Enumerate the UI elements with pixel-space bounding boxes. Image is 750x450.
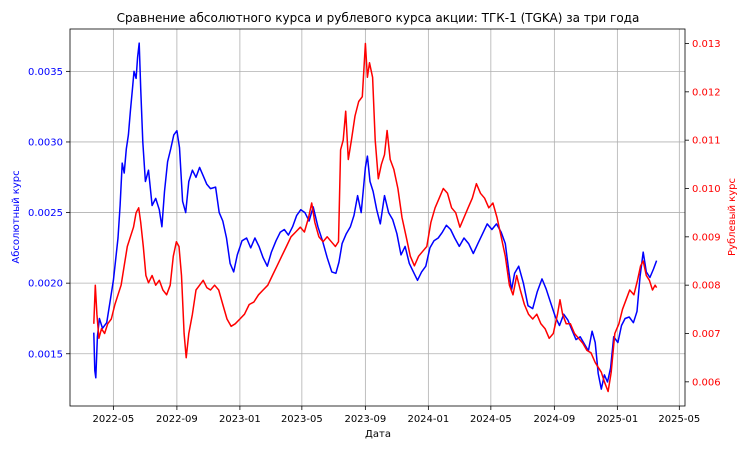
right-y-tick-label: 0.012 [692, 87, 721, 98]
left-y-tick-label: 0.0025 [28, 208, 63, 219]
series-layer [93, 42, 658, 393]
right-y-tick-label: 0.009 [692, 232, 721, 243]
axes: 2022-05 2022-09 2023-01 2023-05 2023-09 2024-… [28, 28, 721, 425]
chart-title: Сравнение абсолютного курса и рублевого … [117, 11, 640, 25]
left-y-tick-label: 0.0020 [28, 279, 63, 290]
x-axis-label: Дата [365, 429, 391, 440]
left-y-tick-label: 0.0035 [28, 67, 63, 78]
left-y-tick-label: 0.0015 [28, 349, 63, 360]
x-tick-label: 2025-01 [596, 414, 638, 425]
right-y-tick-label: 0.013 [692, 39, 721, 50]
right-y-axis-label: Рублевый курс [727, 178, 738, 256]
x-tick-label: 2022-09 [156, 414, 198, 425]
right-y-tick-label: 0.008 [692, 281, 721, 292]
left-y-axis-label: Абсолютный курс [11, 170, 22, 263]
plot-frame [69, 28, 686, 407]
rub-price-series-line [93, 42, 658, 393]
right-y-tick-label: 0.007 [692, 329, 721, 340]
right-y-tick-label: 0.010 [692, 184, 721, 195]
x-tick-label: 2024-05 [470, 414, 512, 425]
x-tick-label: 2023-05 [281, 414, 323, 425]
x-tick-label: 2024-01 [407, 414, 449, 425]
left-y-tick-label: 0.0030 [28, 137, 63, 148]
x-tick-label: 2022-05 [92, 414, 134, 425]
x-tick-label: 2025-05 [658, 414, 700, 425]
right-y-tick-label: 0.011 [692, 136, 721, 147]
x-tick-label: 2024-09 [533, 414, 575, 425]
absolute-price-series-line [93, 42, 658, 390]
x-tick-label: 2023-09 [344, 414, 386, 425]
right-y-tick-label: 0.006 [692, 377, 721, 388]
x-tick-label: 2023-01 [219, 414, 261, 425]
